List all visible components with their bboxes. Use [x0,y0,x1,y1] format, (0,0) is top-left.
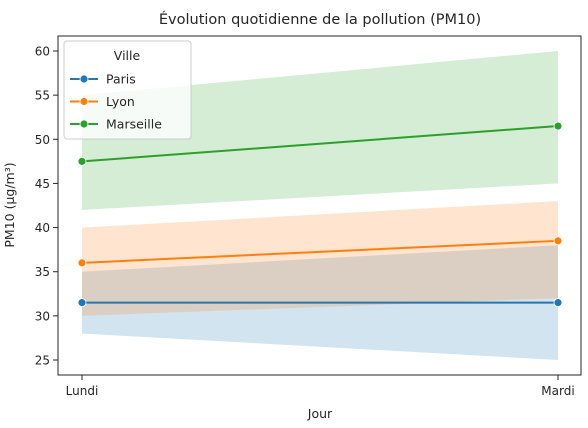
y-tick-label: 50 [35,133,50,147]
legend-label-marseille: Marseille [106,117,162,132]
plot-frame [57,35,582,376]
legend-item-paris: Paris [70,72,136,87]
legend-marker-paris [79,74,89,84]
point-lyon-0 [77,258,87,268]
x-axis-label: Jour [307,406,333,421]
legend-item-lyon: Lyon [70,94,135,109]
y-tick-label: 30 [35,309,50,323]
legend-item-marseille: Marseille [70,117,162,132]
point-marseille-0 [77,156,87,166]
confidence-bands [82,51,558,360]
y-tick-label: 25 [35,353,50,367]
series-lines [81,125,559,304]
y-tick-label: 60 [35,45,50,59]
legend: Ville Paris Lyon Marseille [63,40,192,140]
band-lyon [82,201,558,316]
line-marseille [81,125,559,163]
point-paris-0 [77,298,87,308]
line-lyon [81,239,559,264]
point-lyon-1 [553,236,563,246]
legend-label-paris: Paris [106,72,136,87]
band-marseille [82,51,558,210]
legend-title: Ville [114,48,141,63]
x-axis: Lundi Mardi [66,375,575,398]
x-tick-label: Lundi [66,384,99,398]
point-paris-1 [553,298,563,308]
chart-title: Évolution quotidienne de la pollution (P… [159,11,481,28]
y-axis: 25 30 35 40 45 50 55 60 [35,45,58,367]
legend-box [63,40,192,140]
y-axis-label: PM10 (µg/m³) [2,162,17,247]
point-marseille-1 [553,121,563,131]
legend-label-lyon: Lyon [106,94,135,109]
y-tick-label: 55 [35,89,50,103]
series-points [77,121,563,308]
y-tick-label: 40 [35,221,50,235]
legend-marker-marseille [79,119,89,129]
x-tick-label: Mardi [541,384,574,398]
y-tick-label: 45 [35,177,50,191]
legend-marker-lyon [79,97,89,106]
y-tick-label: 35 [35,265,50,279]
